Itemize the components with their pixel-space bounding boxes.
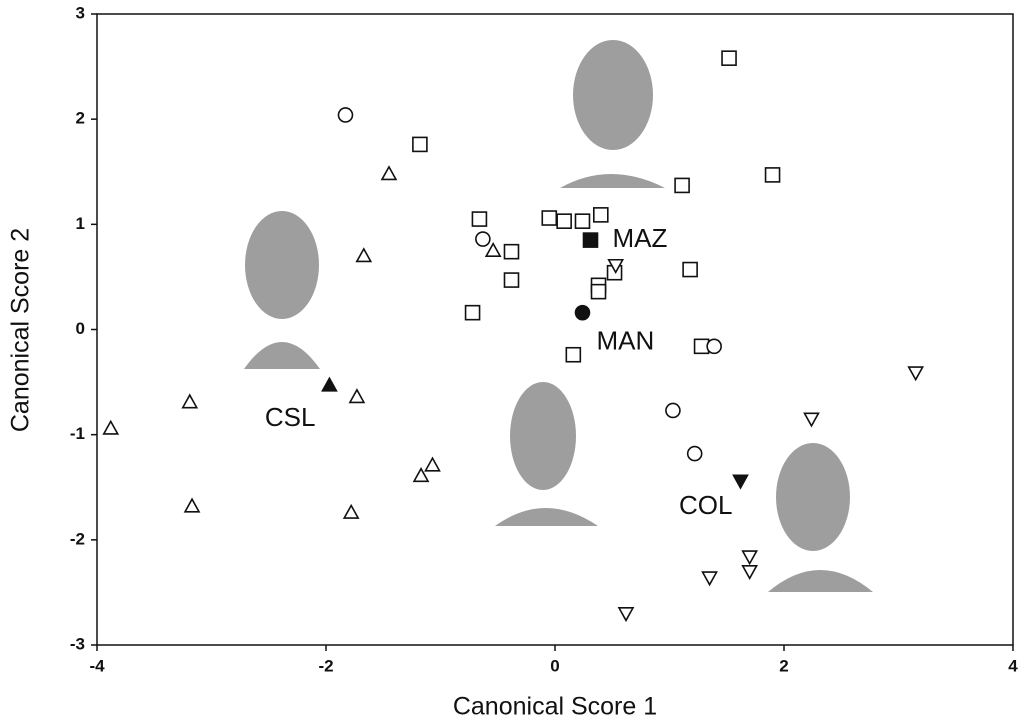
face-head	[510, 382, 576, 490]
point	[338, 108, 352, 122]
point	[504, 273, 518, 287]
plot-frame	[97, 14, 1013, 645]
point	[104, 421, 118, 434]
point	[425, 458, 439, 471]
point	[566, 348, 580, 362]
point	[350, 390, 364, 403]
point	[683, 263, 697, 277]
point	[344, 505, 358, 518]
y-tick-label: 1	[76, 214, 85, 233]
face-shoulders	[495, 508, 598, 526]
x-tick-label: -2	[318, 656, 333, 675]
point	[619, 608, 633, 621]
y-tick-label: 3	[76, 3, 85, 22]
x-tick-label: 4	[1008, 656, 1018, 675]
point	[707, 339, 721, 353]
face-shoulders	[560, 174, 665, 188]
point	[766, 168, 780, 182]
point	[675, 178, 689, 192]
point	[666, 403, 680, 417]
centroid	[575, 306, 589, 320]
point	[504, 245, 518, 259]
centroid	[322, 378, 336, 391]
point	[486, 244, 500, 257]
y-tick-label: 0	[76, 319, 85, 338]
x-tick-label: 2	[779, 656, 788, 675]
point	[743, 551, 757, 564]
point	[413, 137, 427, 151]
point	[382, 167, 396, 180]
point	[183, 395, 197, 408]
point	[722, 51, 736, 65]
centroid-label: COL	[679, 490, 732, 520]
y-tick-label: 2	[76, 109, 85, 128]
point	[804, 413, 818, 426]
point	[357, 249, 371, 262]
face-shoulders	[244, 342, 320, 369]
point	[575, 214, 589, 228]
y-tick-label: -2	[70, 529, 85, 548]
centroid-label: MAN	[596, 326, 654, 356]
centroid	[733, 475, 747, 488]
point	[909, 367, 923, 380]
face-head	[776, 443, 850, 551]
point	[185, 499, 199, 512]
point	[476, 232, 490, 246]
face-silhouettes	[244, 40, 873, 592]
centroid-label: CSL	[265, 402, 316, 432]
point	[688, 447, 702, 461]
y-tick-label: -3	[70, 634, 85, 653]
y-tick-label: -1	[70, 424, 85, 443]
point	[542, 211, 556, 225]
x-tick-label: -4	[89, 656, 105, 675]
point	[466, 306, 480, 320]
x-tick-label: 0	[550, 656, 559, 675]
chart: Canonical Score 1 Canonical Score 2 -4 -2…	[0, 0, 1027, 725]
point	[703, 572, 717, 585]
point	[472, 212, 486, 226]
face-head	[573, 40, 653, 150]
y-axis-title: Canonical Score 2	[7, 228, 35, 432]
centroid-label: MAZ	[612, 223, 667, 253]
point	[557, 214, 571, 228]
face-shoulders	[768, 570, 873, 592]
point	[743, 566, 757, 579]
point	[594, 208, 608, 222]
centroid	[583, 233, 597, 247]
x-axis-title: Canonical Score 1	[453, 693, 657, 721]
point	[592, 285, 606, 299]
face-head	[245, 211, 319, 319]
